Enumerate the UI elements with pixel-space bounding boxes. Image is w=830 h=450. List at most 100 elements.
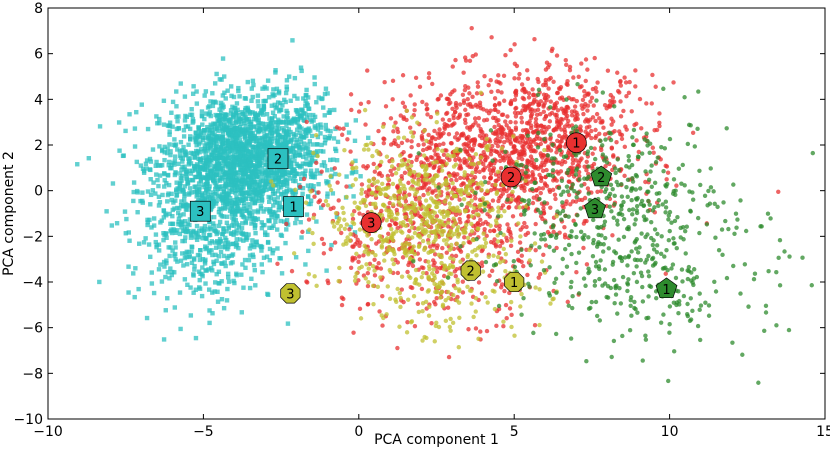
data-point xyxy=(219,139,224,144)
data-point xyxy=(307,227,312,232)
data-point xyxy=(377,170,383,176)
data-point xyxy=(190,120,195,125)
data-point xyxy=(453,193,458,199)
data-point xyxy=(202,116,207,122)
data-point xyxy=(292,173,298,179)
data-point xyxy=(407,153,413,159)
data-point xyxy=(261,188,267,193)
data-point xyxy=(513,114,519,119)
data-point xyxy=(156,183,161,189)
data-point xyxy=(226,242,231,247)
data-point xyxy=(250,183,256,189)
data-point xyxy=(322,141,328,146)
data-point xyxy=(412,323,418,329)
data-point xyxy=(582,195,588,201)
data-point xyxy=(508,299,514,305)
data-point xyxy=(499,134,504,140)
data-point xyxy=(212,228,217,233)
data-point xyxy=(176,222,181,227)
data-point xyxy=(341,126,346,131)
data-point xyxy=(385,176,391,181)
data-point xyxy=(194,162,200,167)
data-point xyxy=(168,266,173,271)
data-point xyxy=(194,143,199,148)
data-point xyxy=(179,219,185,224)
data-point xyxy=(449,190,454,195)
data-point xyxy=(524,224,529,230)
data-point xyxy=(182,219,188,224)
data-point xyxy=(237,157,242,162)
data-point xyxy=(520,183,526,188)
data-point xyxy=(201,232,206,238)
data-point xyxy=(466,213,471,219)
data-point xyxy=(184,175,189,181)
data-point xyxy=(450,180,455,186)
data-point xyxy=(233,180,239,185)
data-point xyxy=(251,82,256,88)
data-point xyxy=(249,221,254,226)
data-point xyxy=(287,187,292,193)
data-point xyxy=(420,99,425,105)
data-point xyxy=(256,121,261,126)
data-point xyxy=(241,146,246,151)
data-point xyxy=(352,138,358,143)
data-point xyxy=(201,162,206,168)
data-point xyxy=(308,198,314,203)
data-point xyxy=(271,203,276,208)
data-point xyxy=(522,188,527,193)
data-point xyxy=(144,315,150,321)
data-point xyxy=(204,165,210,170)
data-point xyxy=(524,120,530,126)
data-point xyxy=(179,199,184,204)
data-point xyxy=(492,148,497,153)
data-point xyxy=(170,207,175,213)
data-point xyxy=(402,161,408,167)
data-point xyxy=(220,165,226,171)
data-point xyxy=(408,163,414,168)
data-point xyxy=(331,136,337,141)
data-point xyxy=(430,189,435,194)
data-point xyxy=(361,253,366,258)
data-point xyxy=(326,179,331,185)
data-point xyxy=(148,254,153,260)
data-point xyxy=(200,265,205,270)
data-point xyxy=(398,163,403,168)
data-point xyxy=(243,196,249,202)
data-point xyxy=(214,100,219,105)
data-point xyxy=(161,337,167,342)
data-point xyxy=(590,151,595,156)
data-point xyxy=(322,134,328,140)
data-point xyxy=(188,231,194,236)
data-point xyxy=(396,135,401,140)
data-point xyxy=(388,195,393,201)
data-point xyxy=(530,87,535,92)
data-point xyxy=(495,254,501,260)
data-point xyxy=(508,243,514,249)
data-point xyxy=(177,206,182,211)
data-point xyxy=(153,239,158,245)
data-point xyxy=(203,235,208,241)
data-point xyxy=(412,102,417,107)
data-point xyxy=(663,163,668,169)
data-point xyxy=(284,217,290,223)
data-point xyxy=(219,279,224,284)
data-point xyxy=(362,107,368,113)
data-point xyxy=(266,125,271,130)
data-point xyxy=(273,176,279,182)
data-point xyxy=(501,98,507,103)
data-point xyxy=(545,144,551,149)
data-point xyxy=(615,70,620,75)
data-point xyxy=(481,168,486,173)
data-point xyxy=(580,106,585,111)
data-point xyxy=(203,268,208,273)
data-point xyxy=(307,186,313,192)
data-point xyxy=(220,131,226,137)
data-point xyxy=(162,157,167,163)
data-point xyxy=(565,299,570,305)
data-point xyxy=(225,214,230,219)
data-point xyxy=(177,149,183,154)
data-point xyxy=(313,133,319,138)
data-point xyxy=(503,302,509,308)
data-point xyxy=(232,197,237,203)
data-point xyxy=(205,158,211,163)
